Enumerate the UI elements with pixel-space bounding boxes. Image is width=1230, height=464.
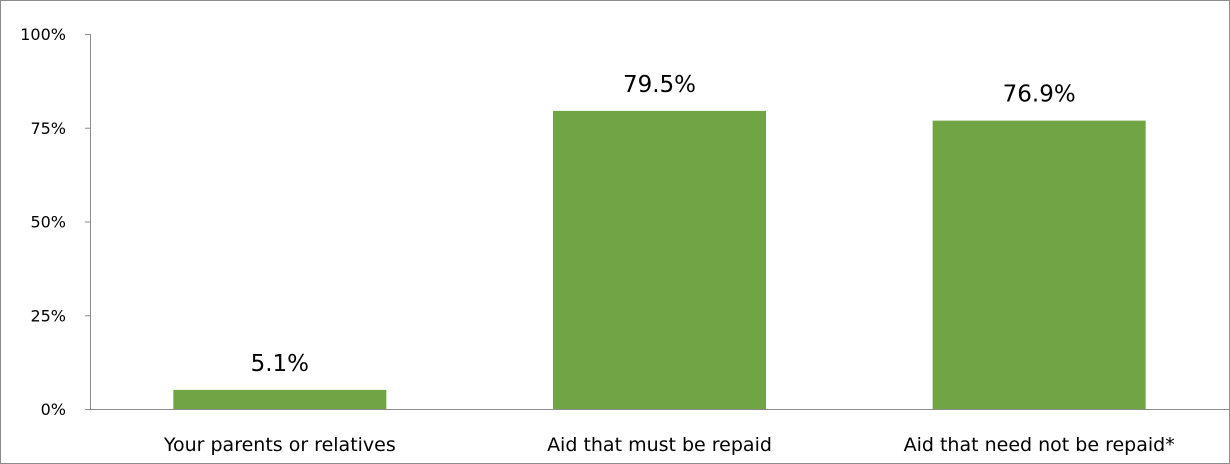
y-tick-label: 75%	[30, 119, 66, 138]
bar	[553, 110, 766, 409]
y-axis: 0% 25% 50% 75% 100%	[20, 25, 91, 419]
data-label: 79.5%	[623, 72, 696, 98]
bars: 5.1% 79.5% 76.9%	[173, 72, 1146, 409]
data-label: 5.1%	[251, 351, 309, 377]
bar	[173, 389, 387, 409]
x-axis: Your parents or relatives Aid that must b…	[90, 409, 1229, 456]
x-category-label: Your parents or relatives	[163, 434, 396, 456]
data-label: 76.9%	[1003, 82, 1076, 108]
x-category-label: Aid that need not be repaid*	[904, 434, 1175, 456]
bar	[932, 120, 1146, 409]
y-tick-label: 50%	[30, 213, 66, 232]
y-tick-label: 25%	[30, 306, 66, 325]
y-tick-label: 0%	[41, 400, 66, 419]
y-tick-label: 100%	[20, 25, 66, 44]
x-category-label: Aid that must be repaid	[547, 434, 772, 456]
